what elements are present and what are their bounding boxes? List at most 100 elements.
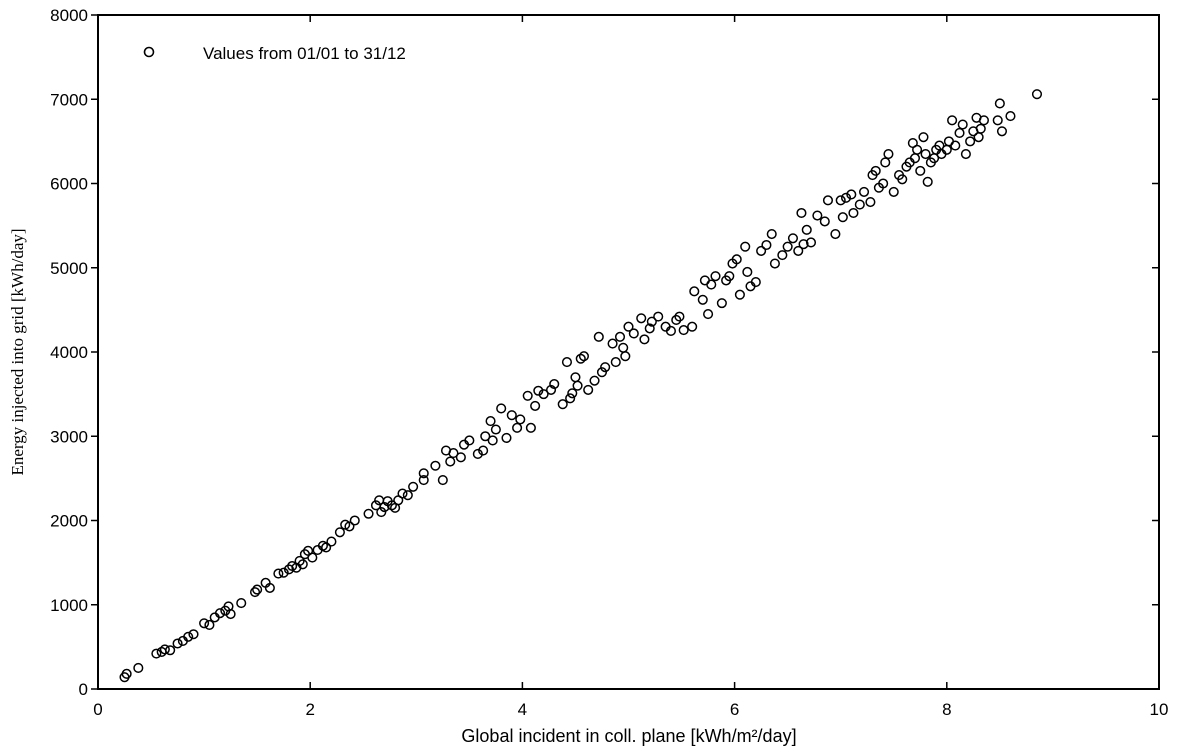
y-tick-label: 3000: [50, 427, 88, 446]
data-point: [278, 567, 289, 578]
data-point: [706, 279, 717, 290]
x-tick-label: 6: [730, 700, 739, 719]
data-point: [273, 568, 284, 579]
data-point: [485, 416, 496, 427]
data-point: [756, 245, 767, 256]
data-point: [121, 668, 132, 679]
data-point: [448, 448, 459, 459]
data-point: [133, 662, 144, 673]
data-point: [960, 148, 971, 160]
data-point: [522, 390, 533, 401]
data-point: [578, 351, 589, 362]
data-point: [674, 311, 685, 322]
data-point: [922, 176, 933, 187]
y-axis-ticks: 0 1000 2000 3000 4000 5000 6000 7000 8000: [50, 6, 1159, 699]
data-point: [478, 445, 489, 456]
data-point: [912, 144, 923, 155]
data-point: [639, 334, 650, 345]
data-point: [561, 357, 573, 368]
data-point: [978, 115, 989, 126]
data-point: [750, 277, 761, 288]
data-point: [589, 375, 600, 386]
data-point: [321, 542, 332, 553]
data-point: [954, 127, 965, 138]
data-point: [787, 233, 799, 244]
data-point: [710, 271, 721, 282]
data-point: [593, 331, 604, 342]
x-tick-label: 0: [93, 700, 102, 719]
data-point: [533, 385, 544, 396]
y-tick-label: 5000: [50, 259, 88, 278]
data-point: [549, 378, 560, 390]
data-points: [119, 89, 1043, 683]
data-point: [840, 192, 852, 203]
x-axis-ticks: 0 2 4 6 8 10: [93, 15, 1168, 719]
data-point: [183, 631, 194, 642]
data-point: [506, 410, 517, 421]
data-point: [557, 399, 568, 410]
data-point: [349, 515, 360, 526]
data-point: [455, 452, 466, 463]
data-point: [761, 239, 772, 251]
data-point: [618, 342, 629, 353]
data-point: [883, 148, 894, 160]
data-point: [525, 422, 536, 433]
data-point: [665, 325, 676, 336]
data-point: [538, 389, 549, 400]
x-tick-label: 4: [518, 700, 527, 719]
y-tick-label: 8000: [50, 6, 88, 25]
data-point: [918, 132, 929, 143]
data-point: [236, 598, 247, 609]
y-tick-label: 2000: [50, 512, 88, 531]
data-point: [583, 384, 594, 395]
data-point: [837, 212, 848, 223]
data-point: [854, 199, 865, 210]
data-point: [687, 321, 698, 332]
data-point: [777, 250, 788, 261]
data-point: [545, 384, 557, 395]
data-point: [697, 294, 708, 305]
data-point: [464, 435, 475, 446]
data-point: [822, 195, 834, 206]
data-point: [716, 298, 727, 309]
y-tick-label: 0: [79, 680, 88, 699]
data-point: [607, 338, 618, 349]
data-point: [225, 608, 236, 620]
data-point: [408, 481, 419, 492]
data-point: [565, 393, 576, 404]
data-point: [307, 552, 318, 563]
data-point: [801, 224, 812, 235]
data-point: [386, 500, 397, 511]
data-point: [897, 174, 908, 185]
data-point: [515, 414, 526, 425]
data-point: [572, 380, 583, 391]
data-point: [1005, 111, 1016, 122]
data-point: [766, 229, 777, 240]
data-point: [994, 98, 1005, 109]
data-point: [623, 321, 634, 332]
data-point: [165, 645, 176, 656]
data-point: [703, 309, 714, 320]
data-point: [199, 618, 210, 629]
data-point: [653, 311, 664, 322]
data-point: [249, 587, 261, 598]
data-point: [996, 126, 1008, 137]
data-point: [610, 357, 621, 368]
data-point: [490, 424, 501, 435]
data-point: [724, 271, 735, 282]
x-tick-label: 10: [1150, 700, 1169, 719]
data-point: [870, 165, 881, 176]
data-point: [204, 619, 215, 631]
data-point: [496, 403, 507, 414]
data-point: [614, 331, 626, 342]
data-point: [402, 490, 413, 501]
data-point: [858, 186, 870, 197]
data-point: [512, 422, 523, 433]
data-point: [445, 456, 456, 467]
data-point: [379, 501, 390, 513]
data-point: [973, 132, 984, 143]
data-point: [530, 400, 541, 411]
data-point: [596, 367, 608, 378]
data-point: [188, 629, 199, 640]
